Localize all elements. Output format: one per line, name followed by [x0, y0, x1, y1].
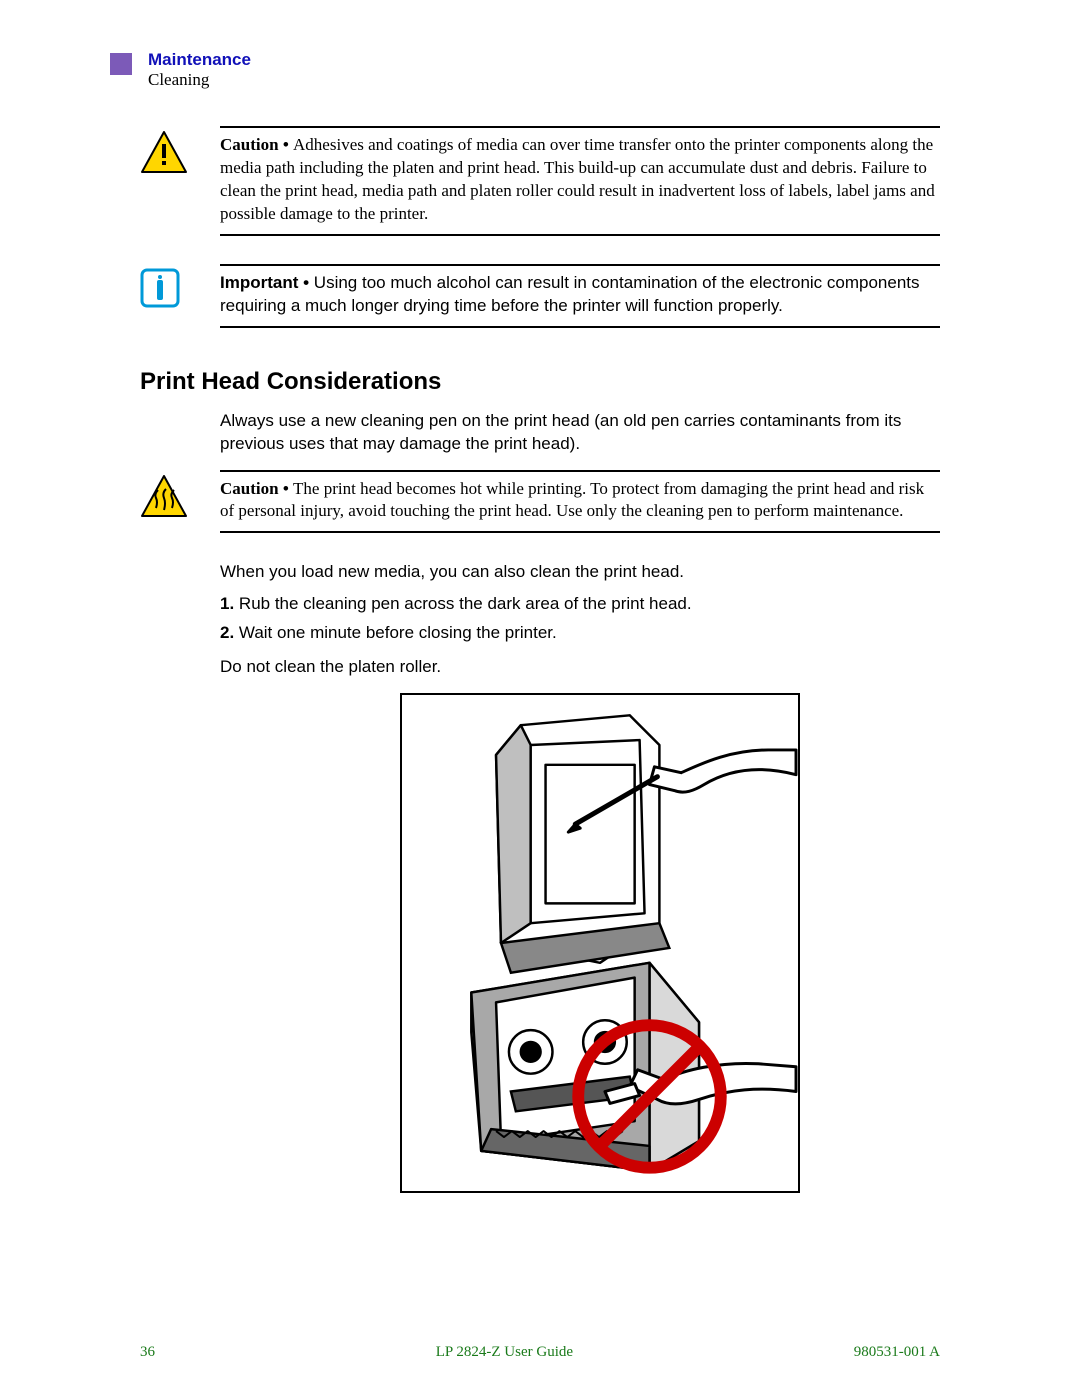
caution-text-1: Caution • Adhesives and coatings of medi… — [220, 126, 940, 236]
header-text: Maintenance Cleaning — [148, 50, 251, 90]
section-heading: Print Head Considerations — [140, 368, 940, 396]
info-square-icon — [140, 268, 180, 308]
printer-illustration — [400, 693, 800, 1193]
caution-lead-2: Caution • — [220, 479, 293, 498]
step-2: 2. Wait one minute before closing the pr… — [220, 619, 940, 648]
header-swatch — [110, 53, 132, 75]
important-body: Using too much alcohol can result in con… — [220, 273, 920, 315]
step-1-num: 1. — [220, 594, 234, 613]
caution-text-2: Caution • The print head becomes hot whi… — [220, 470, 940, 534]
important-lead: Important • — [220, 273, 314, 292]
body-p1: When you load new media, you can also cl… — [220, 561, 940, 584]
step-1: 1. Rub the cleaning pen across the dark … — [220, 590, 940, 619]
header-subtitle: Cleaning — [148, 70, 251, 90]
caution-icon-1 — [140, 126, 192, 236]
body-p2: Do not clean the platen roller. — [220, 656, 940, 679]
footer-doc-title: LP 2824-Z User Guide — [436, 1344, 573, 1361]
important-text: Important • Using too much alcohol can r… — [220, 264, 940, 328]
caution-body-1: Adhesives and coatings of media can over… — [220, 135, 935, 223]
step-2-num: 2. — [220, 623, 234, 642]
important-block: Important • Using too much alcohol can r… — [140, 264, 940, 328]
printer-svg — [402, 695, 798, 1191]
step-2-text: Wait one minute before closing the print… — [234, 623, 557, 642]
section-intro: Always use a new cleaning pen on the pri… — [220, 410, 940, 456]
caution-icon-2 — [140, 470, 192, 534]
caution-block-2: Caution • The print head becomes hot whi… — [140, 470, 940, 534]
important-icon — [140, 264, 192, 328]
step-1-text: Rub the cleaning pen across the dark are… — [234, 594, 691, 613]
caution-block-1: Caution • Adhesives and coatings of medi… — [140, 126, 940, 236]
page-header: Maintenance Cleaning — [110, 50, 940, 90]
caution-lead-1: Caution • — [220, 135, 293, 154]
header-title: Maintenance — [148, 50, 251, 70]
steps-list: 1. Rub the cleaning pen across the dark … — [220, 590, 940, 648]
page-footer: 36 LP 2824-Z User Guide 980531-001 A — [140, 1344, 940, 1361]
footer-page-number: 36 — [140, 1344, 155, 1361]
warning-triangle-icon — [140, 130, 188, 174]
hot-surface-triangle-icon — [140, 474, 188, 518]
footer-doc-id: 980531-001 A — [854, 1344, 940, 1361]
caution-body-2: The print head becomes hot while printin… — [220, 479, 924, 521]
